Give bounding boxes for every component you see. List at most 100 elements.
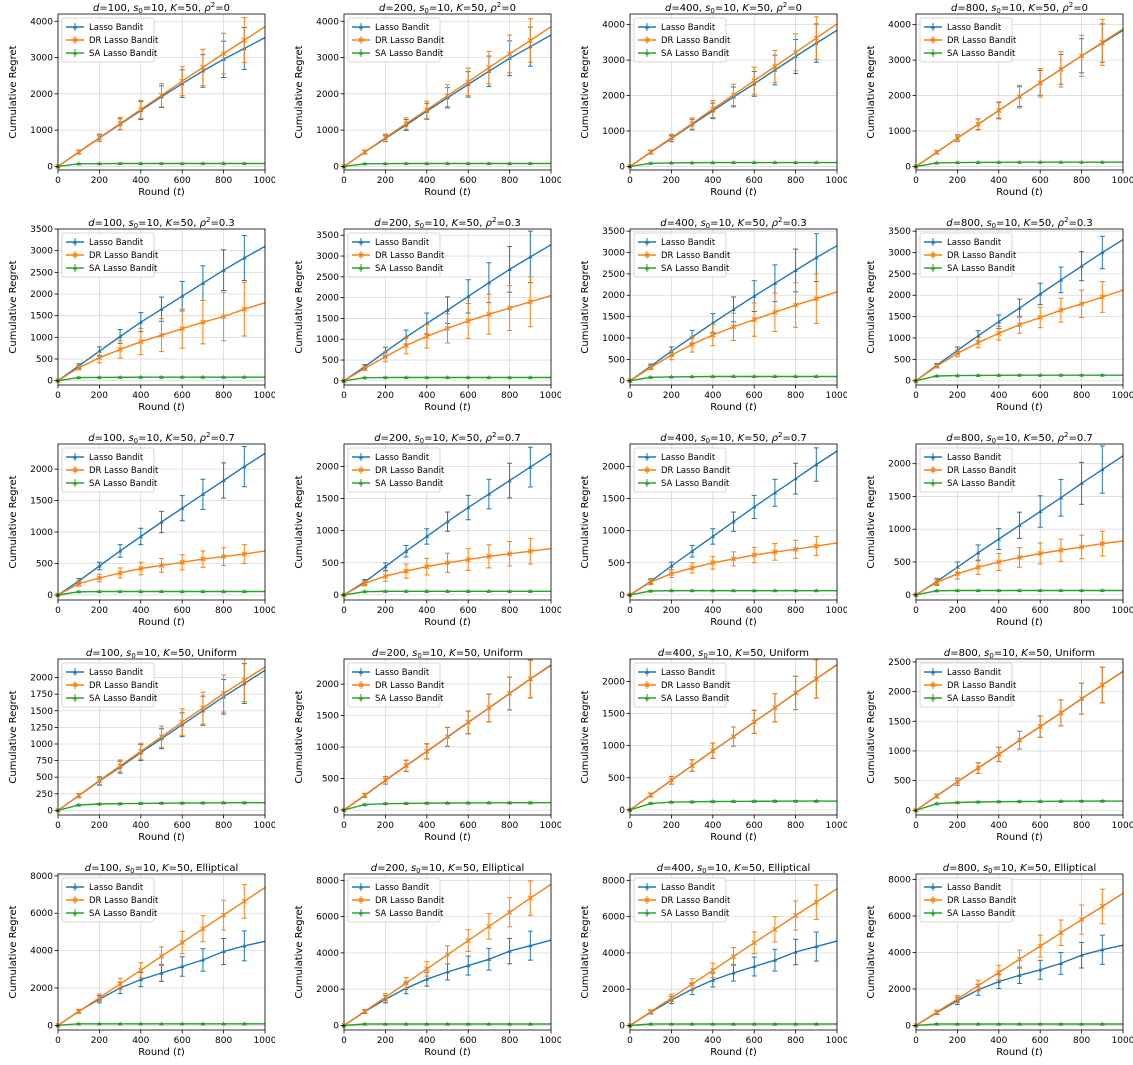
data-point	[97, 801, 102, 806]
data-point	[975, 588, 981, 593]
axes-frame	[343, 873, 552, 1031]
data-point	[669, 799, 674, 804]
data-point	[1079, 53, 1085, 59]
data-point	[362, 1008, 368, 1014]
y-tick-label: 3000	[30, 54, 53, 64]
data-point	[158, 332, 165, 338]
y-tick-label: 1000	[888, 525, 911, 535]
y-tick-label: 500	[894, 558, 911, 568]
x-tick-label: 0	[55, 391, 61, 401]
y-tick-label: 3000	[30, 247, 53, 257]
data-point	[486, 923, 492, 930]
data-point	[159, 374, 164, 379]
data-point	[730, 92, 737, 98]
data-point	[648, 1009, 654, 1015]
legend-label: SA Lasso Bandit	[375, 909, 444, 919]
data-point	[424, 976, 429, 981]
data-point	[180, 964, 185, 969]
data-point	[731, 588, 736, 593]
data-point	[96, 995, 102, 1001]
x-axis-label: Round (t)	[710, 1047, 757, 1058]
legend-label: DR Lasso Bandit	[375, 251, 445, 261]
data-point	[669, 374, 674, 379]
y-tick-label: 1500	[888, 313, 911, 323]
x-axis-label: Round (t)	[424, 1047, 471, 1058]
data-point	[689, 762, 695, 769]
x-tick-label: 1000	[826, 176, 847, 186]
x-tick-label: 1000	[826, 1036, 847, 1046]
legend-box	[633, 877, 727, 923]
x-axis-label: Round (t)	[138, 187, 185, 198]
legend-marker	[930, 37, 936, 43]
data-point	[76, 1008, 82, 1015]
x-tick-label: 400	[704, 821, 721, 831]
data-point	[1100, 159, 1105, 164]
data-point	[689, 374, 695, 379]
x-tick-label: 0	[55, 1036, 61, 1046]
legend-marker	[930, 897, 936, 903]
data-point	[996, 799, 1001, 804]
data-point	[527, 37, 533, 44]
data-point	[1038, 372, 1043, 377]
data-point	[1058, 159, 1064, 164]
data-point	[1079, 696, 1085, 702]
data-point	[689, 1021, 695, 1026]
data-point	[486, 375, 492, 380]
legend: Lasso Bandit DR Lasso Bandit SA Lasso Band…	[61, 447, 159, 493]
data-point	[1099, 903, 1105, 910]
data-point	[1038, 1021, 1043, 1026]
y-tick-label: 0	[47, 162, 53, 172]
data-point	[1038, 159, 1043, 164]
data-point	[221, 374, 226, 379]
data-point	[403, 588, 409, 593]
data-point	[793, 588, 798, 593]
y-tick-label: 2000	[316, 90, 339, 100]
data-point	[668, 777, 674, 783]
data-point	[772, 705, 778, 711]
x-tick-label: 400	[704, 391, 721, 401]
data-point	[731, 798, 736, 803]
data-point	[1016, 322, 1023, 328]
y-tick-label: 1500	[30, 497, 53, 507]
data-point	[221, 478, 226, 483]
data-point	[975, 564, 981, 570]
legend-label: SA Lasso Bandit	[89, 264, 158, 274]
data-point	[975, 799, 981, 804]
y-tick-label: 1500	[602, 495, 625, 505]
data-point	[528, 800, 533, 805]
legend-marker	[644, 265, 650, 270]
legend: Lasso Bandit DR Lasso Bandit SA Lasso Band…	[919, 662, 1017, 708]
data-point	[76, 1021, 81, 1026]
data-point	[117, 763, 123, 769]
data-point	[710, 799, 715, 804]
x-tick-label: 0	[913, 821, 919, 831]
data-point	[1017, 799, 1022, 804]
legend-marker	[358, 24, 364, 29]
data-point	[730, 953, 737, 960]
y-axis-label: Cumulative Regret	[866, 475, 877, 568]
data-point	[221, 912, 227, 918]
legend-marker	[72, 669, 78, 674]
legend-label: DR Lasso Bandit	[661, 896, 731, 906]
legend-marker	[72, 265, 78, 270]
x-axis-label: Round (t)	[710, 187, 757, 198]
chart-title: d=100, s0=10, K=50, ρ2=0.7	[88, 431, 235, 445]
legend-label: DR Lasso Bandit	[947, 896, 1017, 906]
legend-marker	[644, 884, 650, 889]
data-point	[507, 1021, 512, 1026]
y-axis-label: Cumulative Regret	[580, 690, 591, 783]
y-tick-label: 500	[36, 560, 53, 570]
data-point	[955, 373, 960, 378]
data-point	[241, 306, 247, 312]
data-point	[486, 280, 492, 285]
legend-label: Lasso Bandit	[947, 883, 1002, 893]
axes-frame	[57, 228, 266, 386]
y-tick-label: 2000	[602, 985, 625, 995]
data-point	[76, 589, 81, 594]
legend-label: SA Lasso Bandit	[661, 264, 730, 274]
data-point	[221, 50, 227, 57]
series-1	[55, 658, 266, 813]
legend: Lasso Bandit DR Lasso Bandit SA Lasso Band…	[347, 447, 445, 493]
x-tick-label: 400	[418, 176, 435, 186]
y-tick-label: 4000	[30, 947, 53, 957]
